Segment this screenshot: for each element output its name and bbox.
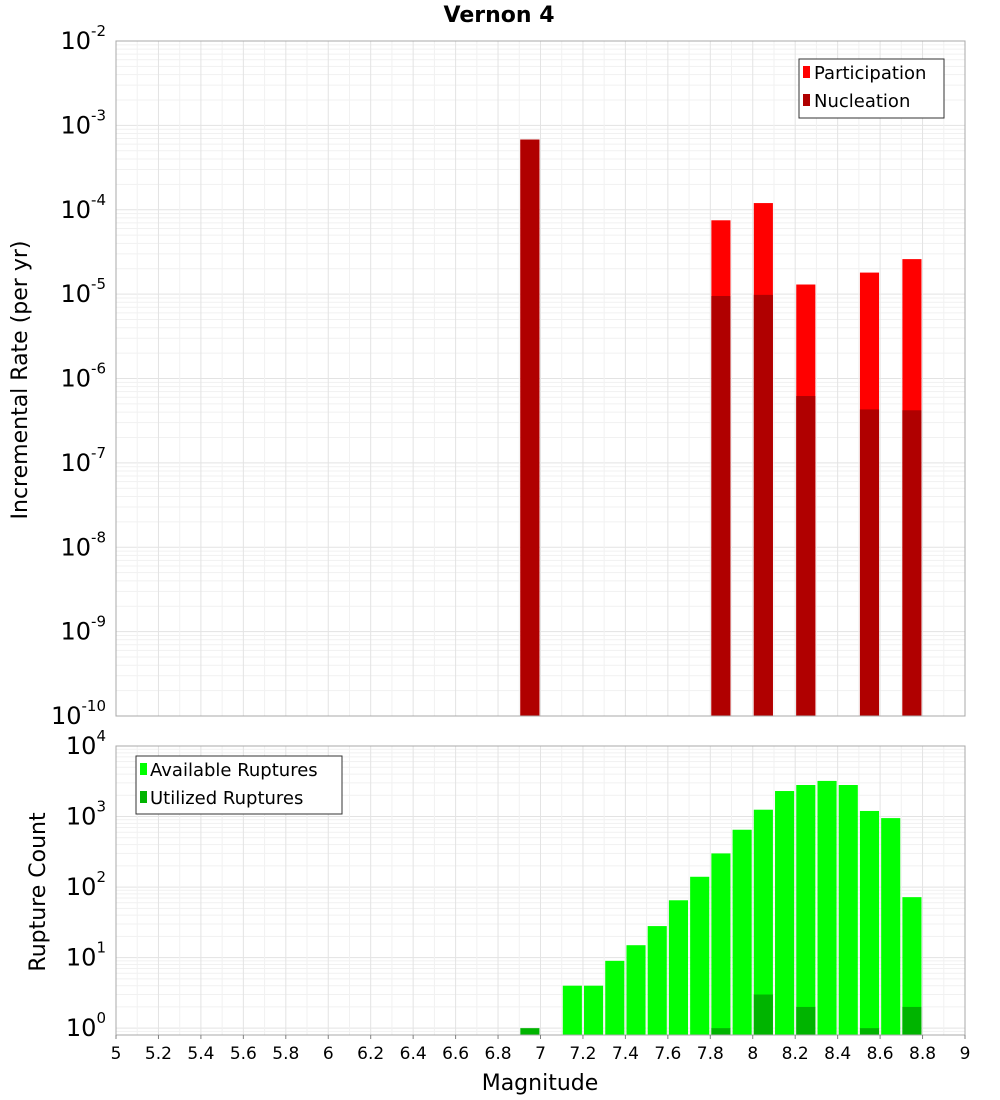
rate-y-axis-title: Incremental Rate (per yr): [8, 241, 33, 520]
utilized-ruptures-bar: [753, 994, 773, 1035]
rate-legend: Participation Nucleation: [798, 58, 945, 119]
nucleation-legend-label: Nucleation: [814, 91, 910, 112]
nucleation-bar: [711, 296, 731, 716]
participation-legend-swatch: [803, 66, 810, 78]
x-tick-label: 8.8: [909, 1044, 936, 1064]
x-tick-label: 5: [111, 1044, 122, 1064]
count-legend: Available Ruptures Utilized Ruptures: [135, 755, 343, 815]
available-ruptures-bar: [626, 945, 646, 1035]
count-panel: 100 101 102 103 104 5 5.2 5.4 5.6 5.8 6 6.2 6.4 6.6 6…: [26, 727, 970, 1096]
rate-y-tick-label: 10-3: [60, 106, 106, 139]
available-ruptures-bar: [796, 784, 816, 1035]
magnitude-x-ticks: 5 5.2 5.4 5.6 5.8 6 6.2 6.4 6.6 6.8 7 7.2 7.4 7.6 7.8 8…: [111, 1035, 971, 1064]
x-tick-label: 6.4: [400, 1044, 427, 1064]
available-ruptures-legend-label: Available Ruptures: [150, 760, 318, 781]
count-y-ticks: 100 101 102 103 104: [66, 727, 106, 1042]
available-ruptures-bar: [732, 829, 752, 1035]
x-tick-label: 7.8: [697, 1044, 724, 1064]
x-tick-label: 8.4: [824, 1044, 851, 1064]
rate-bars: [520, 139, 922, 717]
utilized-ruptures-bar: [520, 1028, 540, 1035]
available-ruptures-bar: [562, 985, 582, 1035]
available-ruptures-bar: [775, 791, 795, 1035]
available-ruptures-bar: [647, 926, 667, 1035]
magnitude-axis-title: Magnitude: [482, 1071, 599, 1096]
utilized-ruptures-legend-label: Utilized Ruptures: [150, 788, 303, 809]
rate-y-tick-label: 10-8: [60, 528, 106, 561]
x-tick-label: 8: [747, 1044, 758, 1064]
nucleation-bar: [796, 396, 816, 716]
rate-y-tick-label: 10-2: [60, 22, 106, 55]
available-ruptures-bar: [690, 876, 710, 1035]
x-tick-label: 7.6: [654, 1044, 681, 1064]
utilized-ruptures-legend-swatch: [140, 791, 147, 803]
count-y-tick-label: 101: [66, 939, 106, 972]
rate-y-tick-label: 10-5: [60, 275, 106, 308]
available-ruptures-bar: [881, 818, 901, 1035]
available-ruptures-bar: [902, 897, 922, 1035]
x-tick-label: 7.4: [612, 1044, 639, 1064]
count-y-tick-label: 104: [66, 727, 106, 760]
x-tick-label: 5.2: [145, 1044, 172, 1064]
utilized-ruptures-bar: [902, 1006, 922, 1035]
rate-y-tick-label: 10-4: [60, 191, 106, 224]
nucleation-bar: [753, 294, 773, 716]
x-tick-label: 5.6: [230, 1044, 257, 1064]
x-tick-label: 5.4: [187, 1044, 214, 1064]
available-ruptures-bar: [838, 784, 858, 1035]
count-legend-box: [135, 755, 343, 815]
available-ruptures-bar: [668, 900, 689, 1035]
rate-y-tick-label: 10-7: [60, 444, 106, 477]
x-tick-label: 8.2: [782, 1044, 809, 1064]
available-ruptures-bar: [584, 985, 604, 1035]
x-tick-label: 9: [960, 1044, 971, 1064]
rate-legend-box: [798, 58, 945, 119]
x-tick-label: 6.6: [442, 1044, 469, 1064]
rate-y-ticks: 10-10 10-9 10-8 10-7 10-6 10-5 10-4 10-3 10-2: [51, 22, 106, 730]
x-tick-label: 8.6: [867, 1044, 894, 1064]
count-y-tick-label: 100: [66, 1009, 106, 1042]
rate-plot-frame: [115, 40, 966, 717]
nucleation-bar: [902, 410, 922, 716]
available-ruptures-bar: [711, 853, 731, 1035]
nucleation-legend-swatch: [803, 94, 810, 106]
available-ruptures-bar: [605, 960, 625, 1035]
count-y-tick-label: 103: [66, 798, 106, 831]
count-bars: [520, 780, 922, 1035]
x-tick-label: 7.2: [569, 1044, 596, 1064]
rate-y-tick-label: 10-9: [60, 613, 106, 646]
rate-panel: 10-10 10-9 10-8 10-7 10-6 10-5 10-4 10-3 10-2 In…: [8, 22, 966, 730]
rate-grid: [115, 41, 966, 717]
utilized-ruptures-bar: [796, 1006, 816, 1035]
rate-y-tick-label: 10-10: [51, 697, 106, 730]
count-y-tick-label: 102: [66, 868, 106, 901]
x-tick-label: 6: [323, 1044, 334, 1064]
utilized-ruptures-bar: [711, 1028, 731, 1035]
utilized-ruptures-bar: [859, 1028, 880, 1035]
participation-legend-label: Participation: [814, 63, 926, 84]
available-ruptures-bar: [753, 809, 773, 1035]
available-ruptures-legend-swatch: [140, 763, 147, 775]
x-tick-label: 6.8: [485, 1044, 512, 1064]
available-ruptures-bar: [817, 780, 837, 1035]
x-tick-label: 5.8: [272, 1044, 299, 1064]
x-tick-label: 7: [535, 1044, 546, 1064]
rate-y-tick-label: 10-6: [60, 360, 106, 393]
nucleation-bar: [520, 139, 540, 716]
nucleation-bar: [859, 409, 880, 716]
chart-title: Vernon 4: [444, 3, 555, 28]
count-y-axis-title: Rupture Count: [26, 812, 51, 972]
available-ruptures-bar: [859, 810, 880, 1035]
x-tick-label: 6.2: [357, 1044, 384, 1064]
